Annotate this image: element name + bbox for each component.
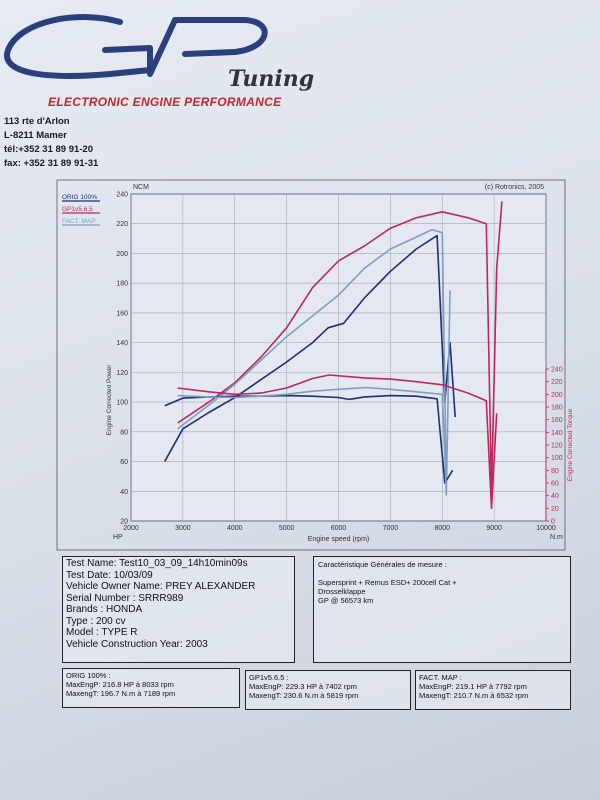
result-power: MaxEngP: 216.8 HP à 8033 rpm <box>66 680 174 689</box>
measure-title: Caractéristique Générales de mesure : <box>318 560 447 569</box>
measure-line-2: Drosselklappe <box>318 587 366 596</box>
right-unit: N.m <box>550 534 563 541</box>
y-right-tick-label: 180 <box>551 405 563 412</box>
test-name: Test Name: Test10_03_09_14h10min09s <box>66 558 248 569</box>
measure-line-1: Supersprint + Remus ESD+ 200cell Cat + <box>318 578 457 587</box>
result-power: MaxEngP: 229.3 HP à 7402 rpm <box>249 682 357 691</box>
result-name: GP1v5.6.5 : <box>249 673 289 682</box>
copyright-label: (c) Rotronics, 2005 <box>485 184 544 191</box>
y-right-tick-label: 20 <box>551 506 559 513</box>
y-left-tick-label: 180 <box>116 281 128 288</box>
legend-label: FACT. MAP <box>62 218 96 225</box>
test-info-box: Test Name: Test10_03_09_14h10min09s Test… <box>62 556 295 663</box>
y-right-tick-label: 200 <box>551 392 563 399</box>
x-axis-label: Engine speed (rpm) <box>308 536 369 543</box>
y-right-tick-label: 220 <box>551 379 563 386</box>
result-box-gp: GP1v5.6.5 : MaxEngP: 229.3 HP à 7402 rpm… <box>245 670 411 710</box>
y-left-tick-label: 40 <box>120 489 128 496</box>
result-power: MaxEngP: 219.1 HP à 7792 rpm <box>419 682 527 691</box>
result-torque: MaxengT: 230.6 N.m à 5819 rpm <box>249 691 359 700</box>
y-left-tick-label: 160 <box>116 310 128 317</box>
x-tick-label: 5000 <box>279 525 295 532</box>
y-right-tick-label: 40 <box>551 493 559 500</box>
construction-year: Vehicle Construction Year: 2003 <box>66 638 208 650</box>
address-line-1: 113 rte d'Arlon <box>4 116 70 127</box>
y-left-tick-label: 240 <box>116 192 128 199</box>
x-tick-label: 2000 <box>123 525 139 532</box>
y-right-tick-label: 140 <box>551 430 563 437</box>
dyno-chart: 2000 3000 4000 5000 6000 7000 8000 9000 10000204… <box>56 179 574 551</box>
x-tick-label: 3000 <box>175 525 191 532</box>
left-unit-bottom: HP <box>113 534 123 541</box>
serial-number: Serial Number : SRRR989 <box>66 592 184 604</box>
chart-frame <box>56 179 566 551</box>
y-left-tick-label: 80 <box>120 429 128 436</box>
y-left-tick-label: 20 <box>120 519 128 526</box>
result-name: ORIG 100% : <box>66 671 111 680</box>
measure-box: Caractéristique Générales de mesure : Su… <box>313 556 571 663</box>
result-name: FACT. MAP : <box>419 673 462 682</box>
y-left-tick-label: 200 <box>116 251 128 258</box>
brand: Brands : HONDA <box>66 604 143 615</box>
y-right-tick-label: 120 <box>551 443 563 450</box>
y-right-axis-label: Engine Corrected Torque <box>567 409 574 482</box>
y-left-axis-label: Engine Corrected Power <box>106 364 113 436</box>
y-right-tick-label: 160 <box>551 417 563 424</box>
result-torque: MaxengT: 210.7 N.m à 6532 rpm <box>419 691 529 700</box>
fax-line: fax: +352 31 89 91-31 <box>4 158 99 169</box>
y-right-tick-label: 60 <box>551 481 559 488</box>
header-subtitle: ELECTRONIC ENGINE PERFORMANCE <box>48 95 282 109</box>
x-tick-label: 4000 <box>227 525 243 532</box>
series-line-torque <box>177 386 448 496</box>
legend-label: GP1v5.6.5 <box>62 206 93 213</box>
x-tick-label: 8000 <box>434 525 450 532</box>
result-box-fact: FACT. MAP : MaxEngP: 219.1 HP à 7792 rpm… <box>415 670 571 710</box>
test-date: Test Date: 10/03/09 <box>66 569 153 581</box>
y-right-tick-label: 240 <box>551 367 563 374</box>
result-box-orig: ORIG 100% : MaxEngP: 216.8 HP à 8033 rpm… <box>62 668 240 708</box>
y-left-tick-label: 60 <box>120 459 128 466</box>
y-left-tick-label: 120 <box>116 370 128 377</box>
series-line-power <box>164 234 456 462</box>
y-right-tick-label: 100 <box>551 455 563 462</box>
y-left-tick-label: 140 <box>116 340 128 347</box>
phone-line: tél:+352 31 89 91-20 <box>4 144 93 155</box>
series-line-power <box>177 201 503 493</box>
type: Type : 200 cv <box>66 615 126 627</box>
x-tick-label: 10000 <box>536 525 556 532</box>
x-tick-label: 9000 <box>486 525 502 532</box>
y-right-tick-label: 0 <box>551 519 555 526</box>
legend-label: ORIG 100% <box>62 194 97 201</box>
measure-line-3: GP @ 56573 km <box>318 596 374 605</box>
result-torque: MaxengT: 196.7 N.m à 7189 rpm <box>66 689 176 698</box>
owner-name: Vehicle Owner Name: PREY ALEXANDER <box>66 581 256 592</box>
logo-sub: Tuning <box>228 66 314 92</box>
y-right-tick-label: 80 <box>551 468 559 475</box>
model: Model : TYPE R <box>66 627 138 638</box>
x-tick-label: 7000 <box>383 525 399 532</box>
series-line-torque <box>177 374 498 510</box>
series-line-power <box>177 228 451 493</box>
x-tick-label: 6000 <box>331 525 347 532</box>
address-line-2: L-8211 Mamer <box>4 130 67 141</box>
gp-tuning-logo: GP Tuning <box>4 14 314 92</box>
y-left-tick-label: 220 <box>116 221 128 228</box>
left-unit-top: NCM <box>133 184 149 191</box>
y-left-tick-label: 100 <box>116 400 128 407</box>
